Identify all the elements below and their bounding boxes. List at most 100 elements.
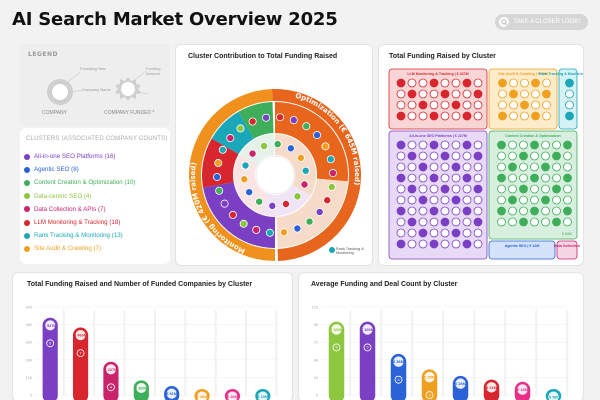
company-logo-icon	[407, 217, 417, 227]
company-logo-icon	[407, 100, 417, 110]
company-dot	[279, 228, 288, 237]
company-logo-icon	[552, 184, 561, 194]
company-logo-icon	[440, 100, 450, 110]
company-logo-icon	[498, 111, 507, 121]
company-logo-icon	[418, 173, 428, 183]
company-logo-icon	[473, 151, 483, 161]
cluster-item: Site Audit & Crawling (7)	[24, 242, 135, 255]
bar-value-label: € 100M	[330, 328, 343, 332]
company-logo-icon	[418, 140, 428, 150]
company-logo-icon	[519, 206, 528, 216]
cluster-color-dot	[24, 206, 30, 213]
treemap-cell	[488, 240, 556, 260]
y-tick-label: 24	[314, 376, 318, 380]
company-logo-icon	[440, 228, 450, 238]
company-logo-icon	[531, 100, 540, 110]
cluster-item: All-in-one SEO Platforms (16)	[24, 150, 135, 163]
cluster-label: Data-centric SEO (4)	[34, 192, 92, 200]
bar-value-badge	[166, 388, 177, 399]
company-dot	[273, 140, 282, 149]
company-logo-icon	[520, 100, 529, 110]
donut-segment	[211, 111, 254, 154]
company-logo-icon	[508, 151, 517, 161]
company-logo-icon	[530, 151, 539, 161]
company-dot	[281, 199, 290, 208]
company-logo-icon	[552, 206, 561, 216]
company-logo-icon	[473, 195, 483, 205]
deal-count-badge	[332, 343, 341, 352]
company-logo-icon	[396, 228, 406, 238]
cluster-label: Content Creation & Optimization (10)	[34, 179, 136, 187]
bar-value-label: € 460M	[74, 334, 87, 338]
company-logo-icon	[541, 217, 550, 227]
y-tick-label: 360	[26, 341, 32, 345]
take-closer-look-button[interactable]: TAKE A CLOSER LOOK!	[495, 14, 588, 30]
company-logo-icon	[418, 184, 428, 194]
company-logo-icon	[429, 100, 439, 110]
y-tick-label: 72	[314, 341, 318, 345]
cluster-item: Data-centric SEO (4)	[24, 190, 135, 203]
bar-value-label: € 35M	[424, 376, 435, 380]
cluster-label: LLM Monitoring & Tracking (18)	[34, 219, 121, 227]
company-dot	[214, 159, 223, 168]
company-logo-icon	[396, 89, 406, 99]
bar-value-label: € 100M	[361, 328, 374, 332]
bar-value-badge	[455, 378, 466, 389]
company-dot	[252, 225, 261, 234]
cluster-color-dot	[24, 245, 30, 252]
company-logo-icon	[541, 184, 550, 194]
company-logo-icon	[451, 206, 461, 216]
company-dot	[305, 217, 314, 226]
company-logo-icon	[407, 78, 417, 88]
company-dot	[241, 161, 250, 170]
company-logo-icon	[508, 217, 517, 227]
funding-bar-chart: 600 480 360 240 120 0 € 527M 9 € 460M 7 € 227M 4 € 1…	[26, 306, 278, 400]
company-logo-icon	[418, 78, 428, 88]
company-logo-icon	[508, 140, 517, 150]
company-logo-icon	[440, 195, 450, 205]
y-tick-label: 480	[26, 323, 32, 327]
legend-graphic	[47, 70, 149, 105]
bar-value-label: € 30M	[197, 395, 208, 399]
company-logo-icon	[563, 173, 572, 183]
deal-count-label: 3	[428, 393, 430, 397]
company-dot	[313, 131, 322, 140]
company-logo-icon	[530, 195, 539, 205]
company-logo-icon	[509, 89, 518, 99]
company-logo-icon	[407, 239, 417, 249]
company-logo-icon	[563, 140, 572, 150]
company-logo-icon	[451, 111, 461, 121]
company-dot	[265, 228, 274, 237]
treemap-label: LLM Monitoring & Tracking | € 437M	[407, 72, 468, 76]
company-logo-icon	[429, 195, 439, 205]
company-dot	[262, 113, 271, 122]
donut-panel: Cluster Contribution to Total Funding Ra…	[175, 44, 373, 266]
deal-count-label: 9	[366, 346, 368, 350]
company-logo-icon	[530, 162, 539, 172]
company-dot	[327, 182, 336, 191]
cluster-label: Data Collection & APIs (7)	[34, 205, 106, 213]
company-logo-icon	[407, 111, 417, 121]
treemap-label: Data Collection	[554, 244, 580, 248]
treemap-cell	[556, 240, 578, 260]
company-logo-icon	[563, 151, 572, 161]
company-logo-icon	[542, 100, 551, 110]
bar-value-badge	[75, 330, 86, 341]
company-logo-icon	[509, 100, 518, 110]
company-logo-icon	[520, 111, 529, 121]
bar-value-label: € 26M	[455, 382, 466, 386]
company-logo-icon	[519, 184, 528, 194]
company-logo-icon	[462, 217, 472, 227]
legend-company-name: Company Name	[82, 87, 111, 92]
company-logo-icon	[407, 162, 417, 172]
company-logo-icon	[440, 184, 450, 194]
treemap-amount: € 63M	[562, 232, 572, 236]
bar-value-badge	[393, 356, 404, 367]
deal-count-label: 9	[49, 342, 51, 346]
company-logo-icon	[429, 151, 439, 161]
company-logo-icon	[396, 195, 406, 205]
company-logo-icon	[440, 239, 450, 249]
company-logo-icon	[396, 173, 406, 183]
company-logo-icon	[473, 184, 483, 194]
company-logo-icon	[473, 239, 483, 249]
